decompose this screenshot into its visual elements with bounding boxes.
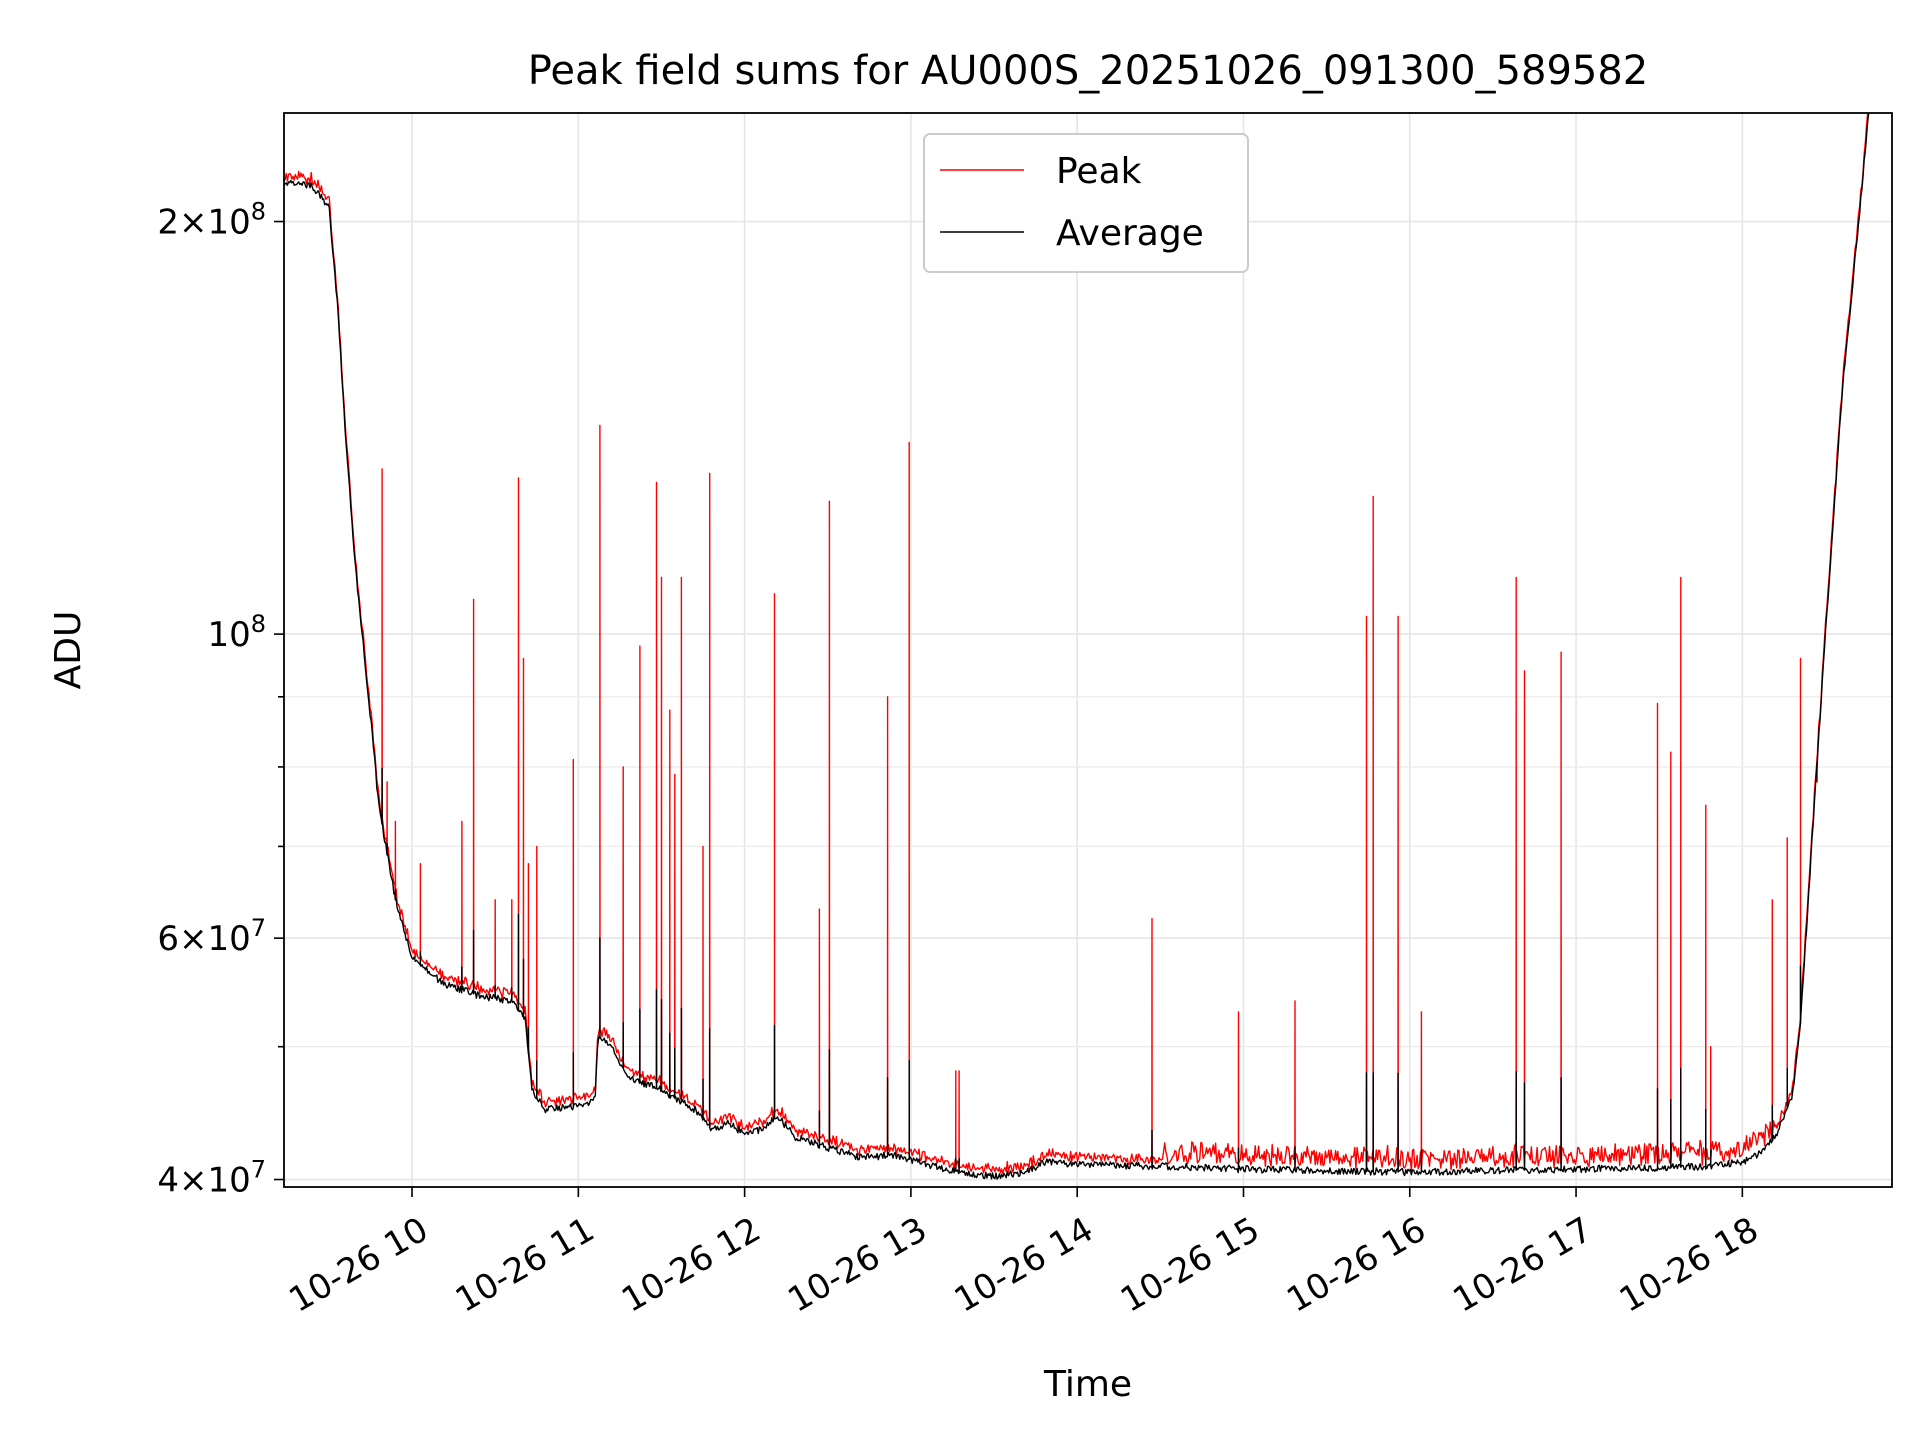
x-tick-label: 10-26 17 — [1447, 1210, 1599, 1321]
average-series-line — [284, 113, 1870, 1180]
series-layer — [284, 113, 1870, 1180]
svg-text:108: 108 — [207, 610, 266, 655]
y-tick-mantissa: 2×10 — [157, 203, 250, 243]
x-tick-label: 10-26 14 — [948, 1210, 1100, 1321]
x-tick-label: 10-26 11 — [449, 1210, 601, 1321]
x-tick-label: 10-26 18 — [1613, 1210, 1765, 1321]
y-tick-label: 6×107 — [157, 914, 266, 959]
svg-text:2×108: 2×108 — [157, 198, 266, 243]
plot-frame — [283, 112, 1893, 1188]
legend-average-label: Average — [1056, 213, 1204, 254]
legend-box — [923, 133, 1249, 273]
y-tick-mantissa: 6×10 — [157, 919, 250, 959]
legend: Peak Average — [923, 133, 1249, 273]
svg-text:6×107: 6×107 — [157, 914, 266, 959]
y-tick-exponent: 8 — [251, 198, 266, 226]
y-tick-exponent: 7 — [251, 914, 266, 942]
y-tick-label: 4×107 — [157, 1156, 266, 1201]
y-tick-mantissa: 10 — [207, 615, 250, 655]
x-tick-label: 10-26 16 — [1280, 1210, 1432, 1321]
x-tick-label: 10-26 13 — [781, 1210, 933, 1321]
x-tick-label: 10-26 12 — [615, 1210, 767, 1321]
chart-title: Peak field sums for AU000S_20251026_0913… — [528, 48, 1649, 94]
y-tick-label: 108 — [207, 610, 266, 655]
peak-series-line — [284, 113, 1870, 1174]
y-tick-exponent: 7 — [251, 1156, 266, 1184]
y-tick-exponent: 8 — [251, 610, 266, 638]
x-tick-label: 10-26 15 — [1114, 1210, 1266, 1321]
y-tick-label: 2×108 — [157, 198, 266, 243]
x-axis-label: Time — [1043, 1364, 1132, 1405]
legend-peak-label: Peak — [1056, 151, 1142, 192]
grid-layer — [284, 113, 1892, 1187]
x-tick-label: 10-26 10 — [283, 1210, 435, 1321]
y-axis-label: ADU — [48, 611, 89, 690]
svg-text:4×107: 4×107 — [157, 1156, 266, 1201]
y-tick-mantissa: 4×10 — [157, 1161, 250, 1201]
